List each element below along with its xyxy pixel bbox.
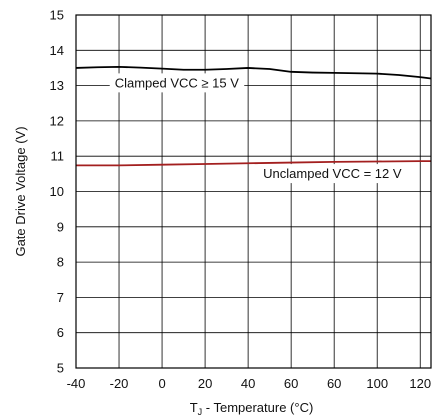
y-tick-label: 13 bbox=[50, 78, 64, 93]
x-tick-label: 60 bbox=[284, 376, 298, 391]
x-tick-labels: -40 -20 0 20 40 60 60 100 120 bbox=[67, 376, 431, 391]
annotation-background bbox=[109, 73, 245, 93]
annotation-clamped: Clamped VCC ≥ 15 V bbox=[109, 73, 245, 93]
x-tick-label: 0 bbox=[158, 376, 165, 391]
y-tick-label: 5 bbox=[57, 361, 64, 376]
x-tick-label: -20 bbox=[110, 376, 129, 391]
series-line-unclamped bbox=[76, 160, 431, 167]
x-tick-label: 100 bbox=[366, 376, 388, 391]
y-tick-label: 15 bbox=[50, 8, 64, 23]
x-axis-label-subscript: J bbox=[198, 407, 203, 417]
y-tick-label: 8 bbox=[57, 255, 64, 270]
annotation-text: Clamped VCC ≥ 15 V bbox=[115, 75, 240, 90]
y-tick-label: 10 bbox=[50, 184, 64, 199]
y-tick-label: 14 bbox=[50, 43, 64, 58]
x-tick-label: 40 bbox=[241, 376, 255, 391]
series-annotations: Clamped VCC ≥ 15 V Unclamped VCC = 12 V bbox=[109, 73, 407, 184]
y-tick-label: 6 bbox=[57, 325, 64, 340]
x-axis-label-rest: - Temperature (°C) bbox=[202, 400, 313, 415]
y-axis-label: Gate Drive Voltage (V) bbox=[13, 126, 28, 256]
annotation-unclamped: Unclamped VCC = 12 V bbox=[258, 164, 407, 184]
y-tick-label: 9 bbox=[57, 219, 64, 234]
series-lines bbox=[75, 65, 432, 167]
annotation-text: Unclamped VCC = 12 V bbox=[263, 166, 402, 181]
x-tick-label: 60 bbox=[327, 376, 341, 391]
x-tick-label: -40 bbox=[67, 376, 86, 391]
y-tick-label: 11 bbox=[51, 149, 65, 164]
gridlines bbox=[75, 14, 431, 369]
annotation-background bbox=[258, 164, 407, 184]
plot-frame bbox=[75, 14, 432, 369]
y-tick-labels: 5 6 7 8 9 10 11 12 13 14 15 bbox=[50, 8, 64, 376]
x-tick-label: 20 bbox=[198, 376, 212, 391]
x-axis-label-main: T bbox=[190, 400, 198, 415]
series-line-clamped bbox=[75, 65, 432, 80]
x-axis-label: TJ - Temperature (°C) bbox=[190, 400, 314, 417]
x-tick-label: 120 bbox=[409, 376, 431, 391]
y-tick-label: 7 bbox=[57, 290, 64, 305]
y-tick-label: 12 bbox=[50, 113, 64, 128]
